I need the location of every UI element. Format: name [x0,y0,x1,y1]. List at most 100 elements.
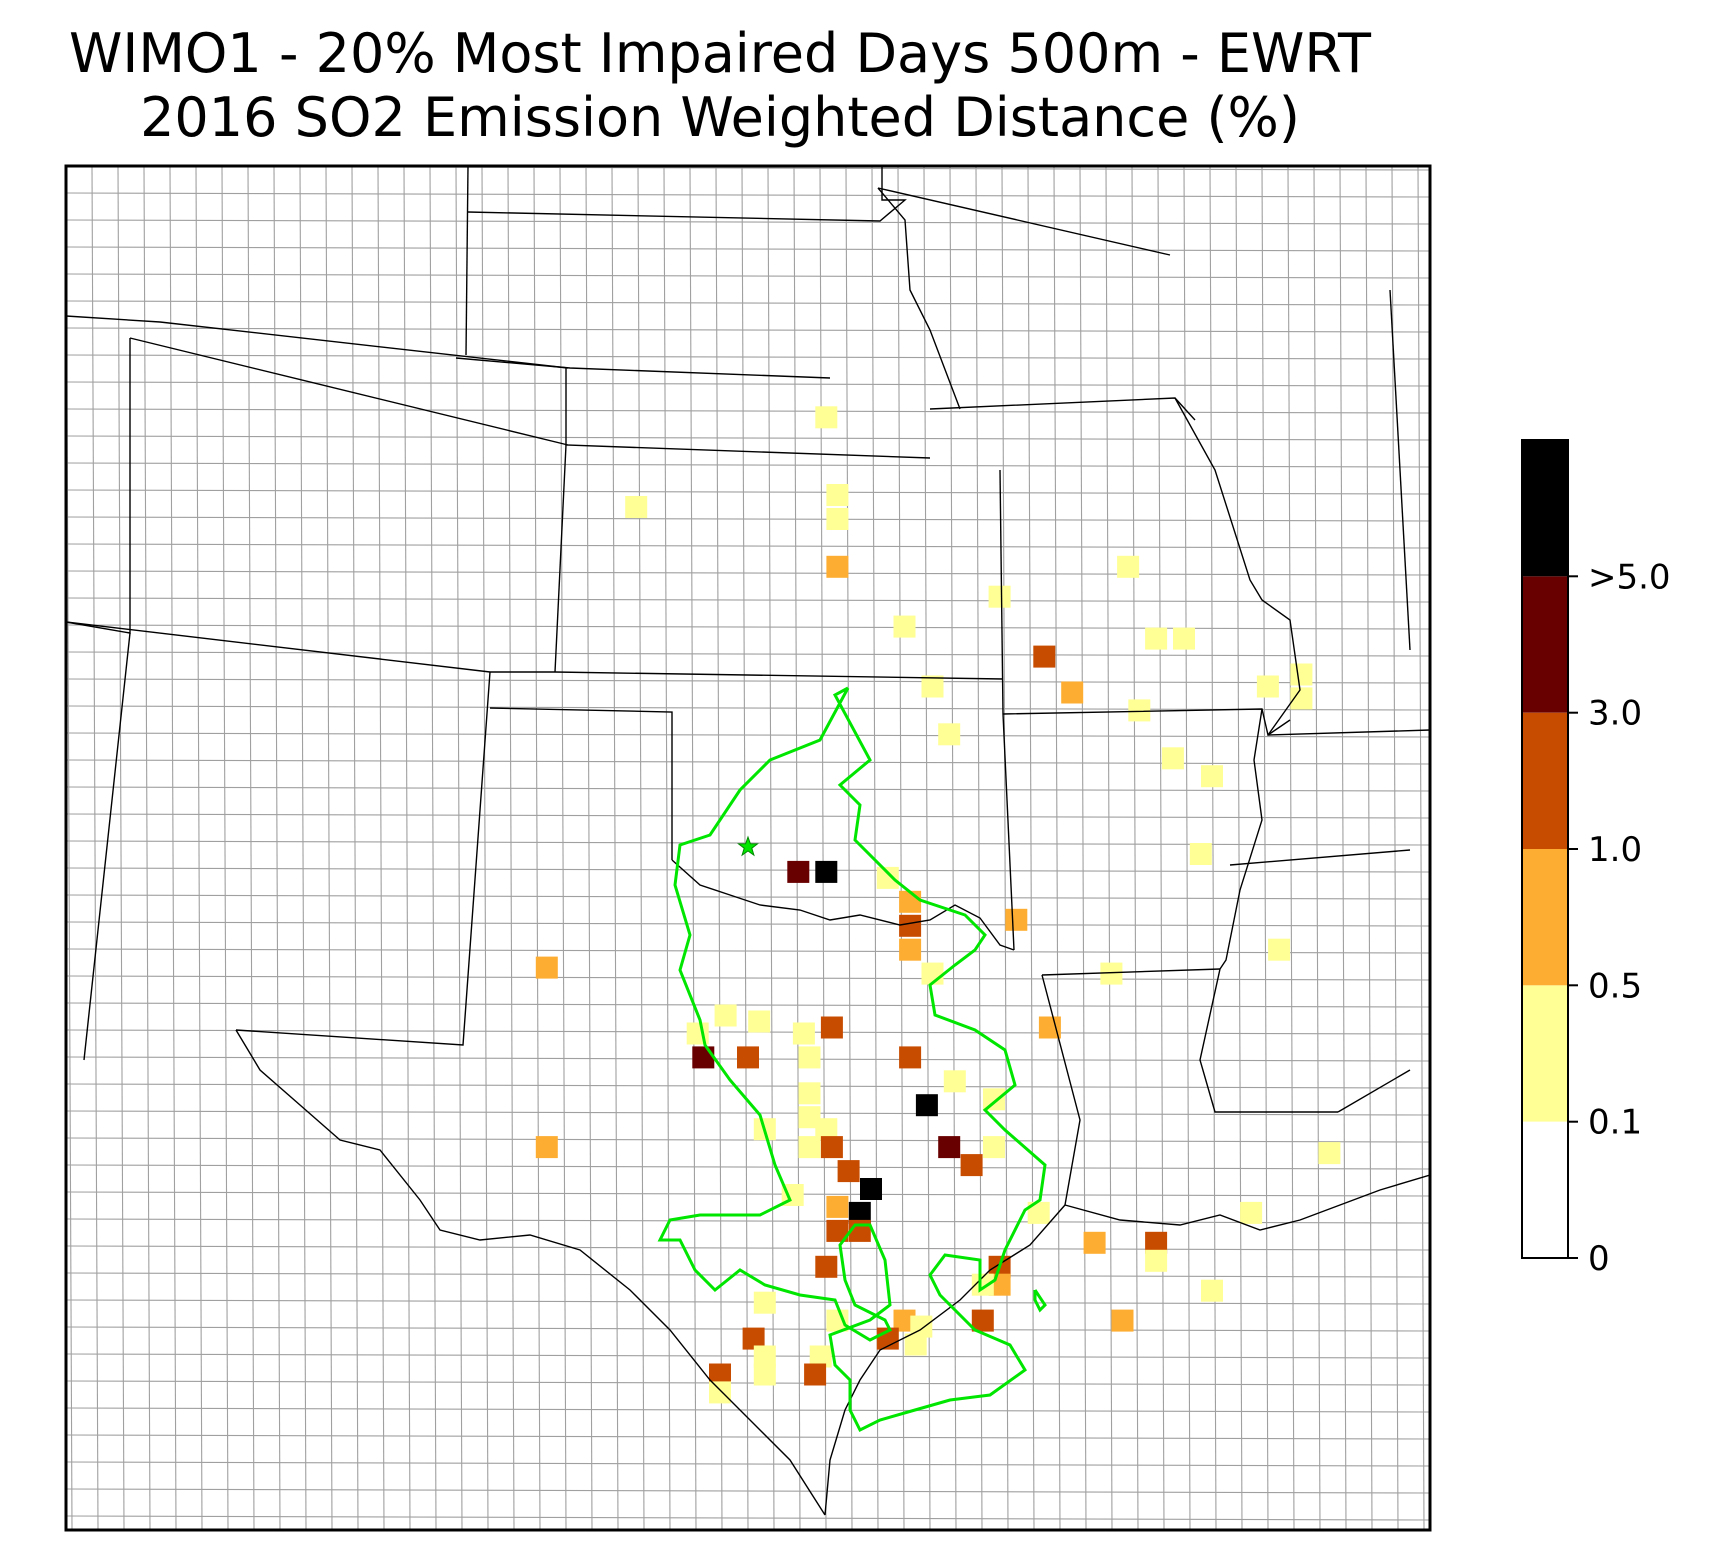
colorbar-tick-label: 3.0 [1588,694,1642,734]
county-line [66,813,1430,819]
state-border-ms-tn [1229,849,1411,866]
county-line [1209,166,1217,1530]
colorbar-tick-label: >5.0 [1588,557,1671,597]
emission-cell [1161,747,1184,770]
contour-outline-small [1033,1289,1047,1313]
emission-cell [983,1088,1005,1111]
star-icon [737,835,759,857]
emission-cell [1111,1309,1134,1332]
emission-cell [709,1363,731,1386]
county-line [1287,166,1295,1530]
colorbar-segment [1522,440,1568,577]
county-line [1417,166,1425,1530]
county-line [403,166,411,1530]
state-border-wy-sd [465,166,469,356]
county-line [66,732,1430,738]
site-marker [737,835,759,857]
emission-cell [535,1136,558,1159]
emission-cell [1145,1249,1168,1272]
county-line [1365,166,1373,1530]
county-line [66,1137,1430,1143]
county-line [66,1218,1430,1224]
state-border-ok-tx-red-river [671,859,1015,951]
county-line [1157,166,1165,1530]
colorbar-tick-label: 1.0 [1588,830,1642,870]
emission-cell [848,1201,871,1224]
emission-cell [809,1345,832,1368]
county-line [1183,166,1191,1530]
emission-cell [988,585,1011,608]
emission-cell [971,1273,994,1296]
emission-cell [787,860,810,883]
colorbar-tick-label: 0.5 [1588,966,1642,1006]
county-line [66,1380,1430,1386]
county-line [66,1002,1430,1008]
county-line [66,192,1430,198]
county-line [66,651,1430,657]
county-line [455,166,463,1530]
state-border-co-ks [554,444,567,673]
state-border-tn-ky [1267,729,1430,736]
county-line [66,678,1430,684]
chart-title: WIMO1 - 20% Most Impaired Days 500m - EW… [0,22,1440,150]
emission-cell [737,1046,759,1069]
emission-cell [748,1010,771,1033]
emission-cell [921,675,944,698]
county-line [66,921,1430,927]
county-line [611,166,619,1530]
emission-cell [798,1106,821,1129]
colorbar-segment [1522,1121,1568,1258]
county-line [66,1353,1430,1359]
county-line [66,435,1430,441]
state-border-nm-az [83,632,131,1061]
county-line [66,1029,1430,1035]
colorbar-segment [1522,712,1568,849]
emission-cell [815,406,838,429]
county-line [66,489,1430,495]
emission-cell [1290,663,1313,686]
title-line-1: WIMO1 - 20% Most Impaired Days 500m - EW… [69,22,1371,85]
county-line [66,1164,1430,1170]
county-line [585,166,593,1530]
emission-cell [1117,555,1140,578]
county-line [559,166,567,1530]
county-line [351,166,359,1530]
county-line [143,166,151,1530]
county-line [66,1299,1430,1305]
emission-cell [938,1136,961,1159]
emission-cell [876,866,899,889]
state-border-tx-la [1041,974,1081,1206]
emission-cell [804,1363,827,1386]
emission-cell [820,1016,843,1039]
county-line [325,166,333,1530]
emission-cell [983,1136,1005,1159]
emission-cell [826,1309,849,1332]
county-line [481,166,489,1530]
state-border-ms-al [1337,1069,1411,1113]
emission-cell [860,1178,882,1200]
county-line [195,166,203,1530]
emission-cell [893,615,916,638]
county-line [66,462,1430,468]
emission-cell [815,1118,838,1141]
county-line [66,705,1430,711]
emission-cell [753,1363,776,1386]
emission-cell [792,1022,815,1045]
county-line [66,1461,1430,1467]
county-line [66,975,1430,981]
county-line [66,894,1430,900]
state-border-ok-ar [1002,713,1015,951]
emission-cell [1240,1201,1263,1224]
emission-cell [535,956,558,979]
emission-cell [815,1255,838,1278]
emission-cell [1033,645,1056,668]
state-border-il-mo-river [1174,397,1301,736]
emission-cell [1318,1142,1341,1165]
emission-cell [820,1136,843,1159]
emission-cell [943,1070,966,1093]
county-line [66,624,1430,630]
county-line [66,543,1430,549]
contour-outline-main [657,686,1047,1433]
emission-cell [709,1381,731,1404]
county-line [66,246,1430,252]
